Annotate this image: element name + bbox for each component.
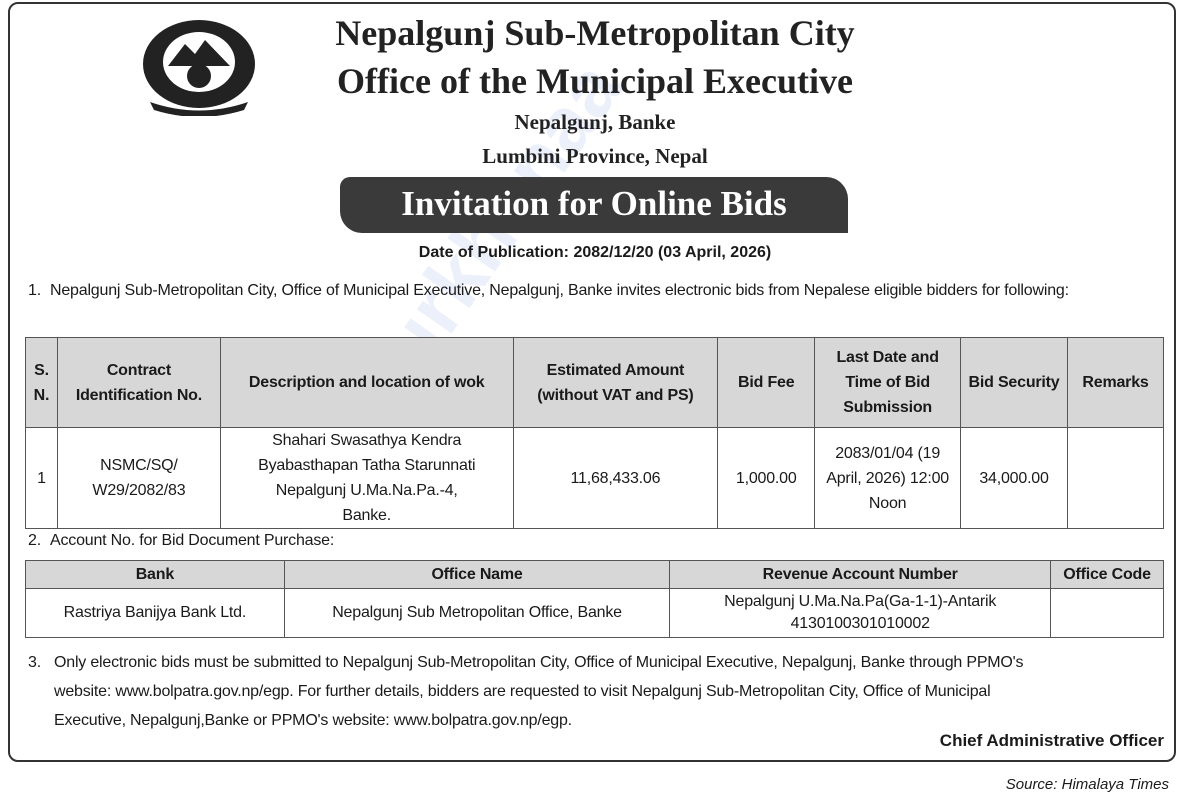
address-line-1: Nepalgunj, Banke — [514, 110, 676, 134]
header-bid-security: Bid Security — [960, 337, 1068, 428]
section-1: 1. Nepalgunj Sub-Metropolitan City, Offic… — [28, 278, 1168, 304]
header-last-date: Last Date and Time of Bid Submission — [814, 337, 962, 428]
cell-office-name: Nepalgunj Sub Metropolitan Office, Banke — [283, 588, 671, 638]
cell-description: Shahari Swasathya Kendra Byabasthapan Ta… — [219, 427, 514, 529]
section-3: 3. Only electronic bids must be submitte… — [28, 648, 1168, 735]
source-credit: Source: Himalaya Times — [1005, 776, 1169, 793]
notice-frame — [8, 2, 1176, 762]
header-bank: Bank — [25, 560, 285, 589]
section-text-line-2: website: www.bolpatra.gov.np/egp. For fu… — [54, 683, 991, 700]
cell-sn: 1 — [25, 427, 58, 529]
account-table: Bank Office Name Revenue Account Number … — [25, 560, 1164, 638]
header-office-code: Office Code — [1050, 560, 1164, 589]
cell-revenue-account: Nepalgunj U.Ma.Na.Pa(Ga-1-1)-Antarik 413… — [669, 588, 1052, 638]
page-title: Nepalgunj Sub-Metropolitan City — [335, 13, 855, 53]
section-text: Account No. for Bid Document Purchase: — [50, 532, 335, 549]
cell-last-date: 2083/01/04 (19 April, 2026) 12:00 Noon — [814, 427, 962, 529]
cell-contract-id: NSMC/SQ/ W29/2082/83 — [56, 427, 221, 529]
cell-office-code — [1050, 588, 1164, 638]
table-header-row: Bank Office Name Revenue Account Number … — [25, 560, 1164, 589]
header-description: Description and location of wok — [219, 337, 514, 428]
address-line-2: Lumbini Province, Nepal — [482, 144, 708, 168]
header-revenue-account: Revenue Account Number — [669, 560, 1052, 589]
cell-remarks — [1066, 427, 1165, 529]
cell-estimated-amount: 11,68,433.06 — [512, 427, 719, 529]
table-row: Rastriya Banijya Bank Ltd. Nepalgunj Sub… — [25, 588, 1164, 638]
section-number: 2. — [28, 532, 41, 549]
section-number: 1. — [28, 282, 41, 299]
publication-date: Date of Publication: 2082/12/20 (03 Apri… — [418, 244, 772, 261]
table-row: 1 NSMC/SQ/ W29/2082/83 Shahari Swasathya… — [25, 427, 1165, 529]
header-estimated-amount: Estimated Amount (without VAT and PS) — [512, 337, 719, 428]
section-2: 2. Account No. for Bid Document Purchase: — [28, 532, 334, 550]
section-text-line-1: Only electronic bids must be submitted t… — [54, 654, 1024, 671]
cell-bank: Rastriya Banijya Bank Ltd. — [25, 588, 285, 638]
header-sn: S. N. — [25, 337, 58, 428]
cell-bid-fee: 1,000.00 — [717, 427, 816, 529]
header-contract-id: Contract Identification No. — [56, 337, 221, 428]
header-remarks: Remarks — [1066, 337, 1165, 428]
bids-table: S. N. Contract Identification No. Descri… — [25, 337, 1165, 529]
table-header-row: S. N. Contract Identification No. Descri… — [25, 337, 1165, 428]
header-office-name: Office Name — [283, 560, 671, 589]
section-text-line-3: Executive, Nepalgunj,Banke or PPMO's web… — [54, 712, 572, 729]
header-bid-fee: Bid Fee — [717, 337, 816, 428]
signatory: Chief Administrative Officer — [939, 731, 1164, 750]
section-text: Nepalgunj Sub-Metropolitan City, Office … — [50, 282, 1069, 299]
cell-bid-security: 34,000.00 — [960, 427, 1068, 529]
section-number: 3. — [28, 654, 41, 671]
notice-banner: Invitation for Online Bids — [340, 177, 848, 233]
page-subtitle: Office of the Municipal Executive — [337, 61, 853, 101]
nepal-emblem-icon — [143, 20, 255, 116]
